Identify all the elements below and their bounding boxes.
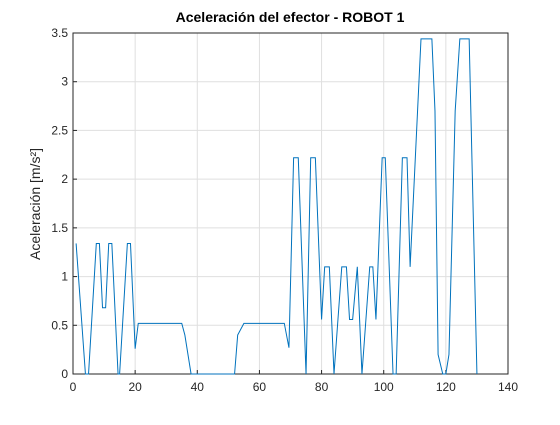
y-axis-label: Aceleración [m/s²] — [27, 148, 43, 260]
x-tick-label: 60 — [253, 380, 267, 394]
plot-area — [73, 33, 508, 374]
x-tick-label: 140 — [498, 380, 518, 394]
axes-box — [72, 32, 509, 375]
y-tick-label: 0 — [61, 367, 68, 381]
y-tick-label: 3.5 — [51, 26, 68, 40]
y-tick-label: 1.5 — [51, 221, 68, 235]
y-tick-label: 2.5 — [51, 123, 68, 137]
x-tick-label: 100 — [374, 380, 394, 394]
y-tick-label: 3 — [61, 75, 68, 89]
x-tick-label: 40 — [191, 380, 205, 394]
x-tick-label: 120 — [436, 380, 456, 394]
x-tick-label: 80 — [315, 380, 329, 394]
chart-title: Aceleración del efector - ROBOT 1 — [176, 9, 405, 25]
y-tick-label: 1 — [61, 270, 68, 284]
x-tick-label: 20 — [128, 380, 142, 394]
y-tick-label: 2 — [61, 172, 68, 186]
data-line — [75, 38, 478, 375]
y-tick-label: 0.5 — [51, 318, 68, 332]
x-tick-label: 0 — [70, 380, 77, 394]
